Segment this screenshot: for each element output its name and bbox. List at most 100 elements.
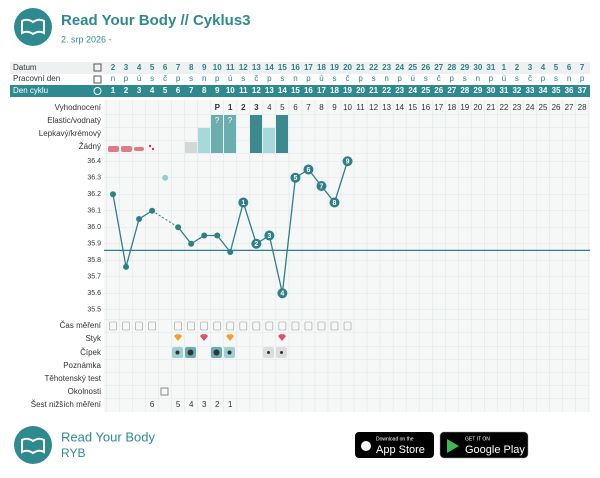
time-icon — [330, 321, 339, 331]
cycle-day: 15 — [291, 86, 300, 95]
logo — [14, 8, 52, 46]
date: 7 — [176, 63, 181, 72]
cycle-day: 3 — [137, 86, 142, 95]
cycle-day: 14 — [278, 86, 287, 95]
cycle-day: 13 — [265, 86, 274, 95]
date: 5 — [554, 63, 559, 72]
weekday: č — [254, 74, 258, 83]
evaluation: 13 — [382, 103, 391, 112]
y-tick-label: 35.6 — [87, 290, 101, 297]
temperature-point — [227, 249, 234, 255]
cycle-day: 4 — [150, 86, 155, 95]
date: 14 — [265, 63, 274, 72]
evaluation: 3 — [254, 103, 259, 112]
y-tick-label: 36.1 — [87, 208, 101, 215]
evaluation: 8 — [319, 103, 324, 112]
logo-book — [21, 437, 45, 455]
evaluation: P — [215, 103, 221, 112]
weekday: p — [215, 74, 220, 83]
app-store-badge[interactable]: Download on the App Store — [355, 432, 434, 458]
cycle-day: 31 — [499, 86, 508, 95]
date: 24 — [395, 63, 404, 72]
badge-bg[interactable] — [355, 432, 434, 458]
weekday: n — [567, 74, 571, 83]
weekday: s — [463, 74, 467, 83]
row-label: Okolnosti — [68, 387, 102, 396]
spotting — [148, 144, 152, 148]
date: 4 — [137, 63, 142, 72]
y-tick-label: 35.5 — [87, 307, 101, 314]
evaluation: 18 — [447, 103, 456, 112]
intercourse-icon — [278, 334, 286, 341]
time-icon — [174, 321, 182, 331]
cycle-day: 26 — [434, 86, 443, 95]
temperature-point — [136, 216, 143, 222]
date: 7 — [580, 63, 585, 72]
date: 20 — [343, 63, 352, 72]
date: 16 — [291, 63, 300, 72]
y-tick-label: 36.4 — [87, 158, 101, 165]
cycle-day: 28 — [460, 86, 469, 95]
cycle-day: 6 — [176, 86, 181, 95]
date: 30 — [473, 63, 482, 72]
row-label: Datum — [13, 63, 37, 72]
point-label: 1 — [241, 200, 245, 207]
weekday: ú — [319, 74, 323, 83]
badge-bg[interactable] — [439, 431, 529, 459]
six-lower-value: 4 — [189, 400, 194, 409]
evaluation: 26 — [552, 103, 561, 112]
date: 17 — [304, 63, 313, 72]
weekday: č — [528, 74, 532, 83]
weekday: s — [515, 74, 519, 83]
time-icon — [109, 321, 117, 331]
weekday: n — [384, 74, 388, 83]
temperature-point — [277, 288, 288, 299]
cycle-day: 29 — [473, 86, 482, 95]
calendar-icon — [93, 75, 102, 84]
circumstance-icon — [160, 387, 169, 396]
row-label: Pracovní den — [13, 74, 60, 83]
date: 3 — [124, 63, 129, 72]
date: 13 — [252, 63, 261, 72]
evaluation: 10 — [343, 103, 352, 112]
time-icon — [265, 321, 274, 331]
badge-small: GET IT ON — [465, 436, 490, 442]
weekday: s — [372, 74, 376, 83]
date: 21 — [356, 63, 365, 72]
weekday: ú — [410, 74, 414, 83]
grid — [104, 100, 590, 412]
weekday: s — [189, 74, 193, 83]
time-icon — [317, 321, 326, 331]
mucus-bar — [185, 142, 197, 153]
temperature-point — [329, 197, 340, 208]
weekday: s — [554, 74, 558, 83]
evaluation: 20 — [473, 103, 482, 112]
weekday: s — [280, 74, 284, 83]
y-tick-label: 35.9 — [87, 241, 101, 248]
row-label: Těhotenský test — [45, 374, 102, 383]
weekday: n — [476, 74, 480, 83]
date: 31 — [486, 63, 495, 72]
evaluation: 5 — [280, 103, 285, 112]
cycle-day: 19 — [343, 86, 352, 95]
evaluation: 23 — [512, 103, 521, 112]
six-lower-value: 2 — [215, 400, 220, 409]
weekday: p — [124, 74, 129, 83]
date: 6 — [163, 63, 168, 72]
evaluation: 15 — [408, 103, 417, 112]
mucus-bar — [276, 115, 288, 153]
row-label: Čas měření — [60, 321, 102, 330]
evaluation: 2 — [241, 103, 246, 112]
point-label: 8 — [333, 200, 337, 207]
weekday: č — [437, 74, 441, 83]
cycle-day: 11 — [239, 86, 248, 95]
row-bg — [10, 62, 590, 74]
point-label: 6 — [306, 167, 310, 174]
time-icon — [148, 321, 156, 331]
row-label: Lepkavý/krémový — [39, 129, 101, 138]
date: 9 — [202, 63, 207, 72]
cycle-day: 27 — [447, 86, 456, 95]
google-play-badge[interactable]: GET IT ON Google Play — [439, 431, 529, 459]
time-icon — [291, 321, 300, 331]
